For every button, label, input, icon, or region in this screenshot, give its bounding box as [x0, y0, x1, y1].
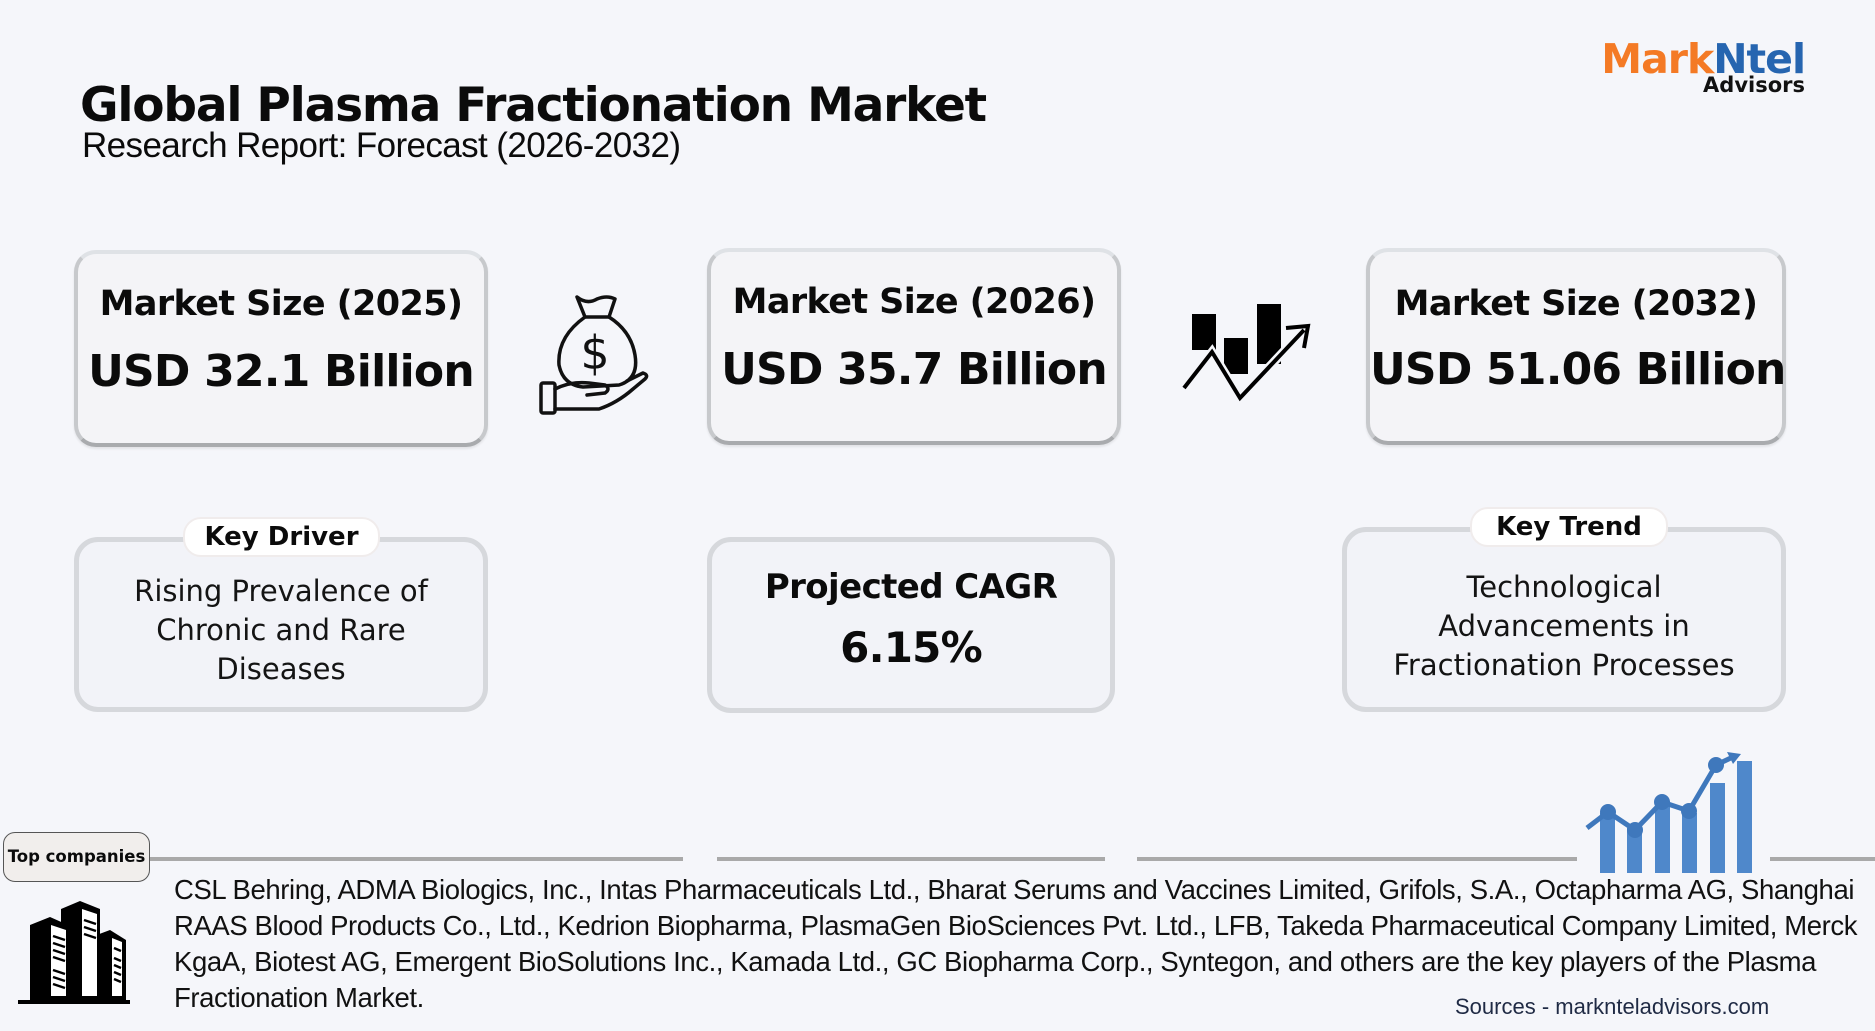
- top-companies-label: Top companies: [3, 832, 150, 882]
- logo-wordmark: MarkNtel: [1590, 35, 1806, 83]
- logo-mark-text: Mark: [1601, 35, 1714, 83]
- blue-bar-trend-icon: [1585, 752, 1760, 874]
- divider: [717, 857, 1105, 861]
- key-trend-card: Technological Advancements in Fractionat…: [1342, 527, 1786, 712]
- growth-chart-icon: [1180, 300, 1318, 408]
- key-driver-card: Rising Prevalence of Chronic and Rare Di…: [74, 537, 488, 712]
- page-subtitle: Research Report: Forecast (2026-2032): [82, 126, 681, 165]
- svg-text:$: $: [580, 326, 609, 380]
- stat-card-2026: Market Size (2026) USD 35.7 Billion: [707, 248, 1121, 445]
- money-bag-hand-icon: $: [535, 285, 665, 415]
- key-driver-label: Key Driver: [183, 517, 380, 557]
- key-trend-label: Key Trend: [1470, 507, 1668, 547]
- divider: [1137, 857, 1577, 861]
- stat-card-2032: Market Size (2032) USD 51.06 Billion: [1366, 248, 1786, 445]
- divider: [1770, 857, 1875, 861]
- cagr-value: 6.15%: [840, 623, 983, 672]
- marknte-logo: MarkNtel Advisors: [1590, 35, 1806, 97]
- divider: [150, 857, 683, 861]
- companies-list: CSL Behring, ADMA Biologics, Inc., Intas…: [174, 874, 1858, 1013]
- logo-ntel-text: Ntel: [1713, 35, 1806, 83]
- key-trend-text: Technological Advancements in Fractionat…: [1393, 570, 1735, 682]
- key-driver-text: Rising Prevalence of Chronic and Rare Di…: [134, 574, 428, 686]
- stat-label: Market Size (2032): [1394, 284, 1758, 324]
- stat-value: USD 35.7 Billion: [721, 344, 1108, 395]
- sources-link[interactable]: Sources - marknteladvisors.com: [1455, 994, 1770, 1019]
- stat-value: USD 51.06 Billion: [1370, 344, 1786, 395]
- stat-label: Market Size (2026): [732, 282, 1096, 322]
- stat-label: Market Size (2025): [99, 284, 463, 324]
- stat-card-2025: Market Size (2025) USD 32.1 Billion: [74, 250, 488, 447]
- office-buildings-icon: [18, 900, 130, 1005]
- logo-advisors-text: Advisors: [1703, 73, 1805, 97]
- page-title: Global Plasma Fractionation Market: [80, 78, 987, 133]
- cagr-card: Projected CAGR 6.15%: [707, 537, 1115, 713]
- stat-value: USD 32.1 Billion: [88, 346, 475, 397]
- cagr-label: Projected CAGR: [764, 567, 1058, 607]
